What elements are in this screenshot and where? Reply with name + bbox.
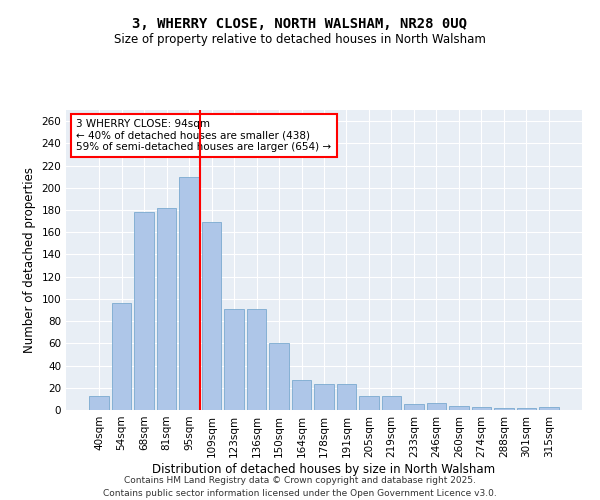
Bar [157, 208, 176, 410]
Bar [382, 396, 401, 410]
Bar [539, 406, 559, 410]
Y-axis label: Number of detached properties: Number of detached properties [23, 167, 36, 353]
Bar [292, 380, 311, 410]
Bar [112, 304, 131, 410]
Bar [517, 408, 536, 410]
Text: 3, WHERRY CLOSE, NORTH WALSHAM, NR28 0UQ: 3, WHERRY CLOSE, NORTH WALSHAM, NR28 0UQ [133, 18, 467, 32]
Bar [134, 212, 154, 410]
Bar [247, 309, 266, 410]
Bar [359, 396, 379, 410]
Bar [449, 406, 469, 410]
Bar [494, 408, 514, 410]
Text: 3 WHERRY CLOSE: 94sqm
← 40% of detached houses are smaller (438)
59% of semi-det: 3 WHERRY CLOSE: 94sqm ← 40% of detached … [76, 119, 331, 152]
Bar [337, 384, 356, 410]
Text: Size of property relative to detached houses in North Walsham: Size of property relative to detached ho… [114, 32, 486, 46]
Bar [269, 344, 289, 410]
Bar [224, 309, 244, 410]
Bar [202, 222, 221, 410]
Text: Contains HM Land Registry data © Crown copyright and database right 2025.
Contai: Contains HM Land Registry data © Crown c… [103, 476, 497, 498]
Bar [472, 406, 491, 410]
X-axis label: Distribution of detached houses by size in North Walsham: Distribution of detached houses by size … [152, 462, 496, 475]
Bar [314, 384, 334, 410]
Bar [89, 396, 109, 410]
Bar [179, 176, 199, 410]
Bar [404, 404, 424, 410]
Bar [427, 404, 446, 410]
